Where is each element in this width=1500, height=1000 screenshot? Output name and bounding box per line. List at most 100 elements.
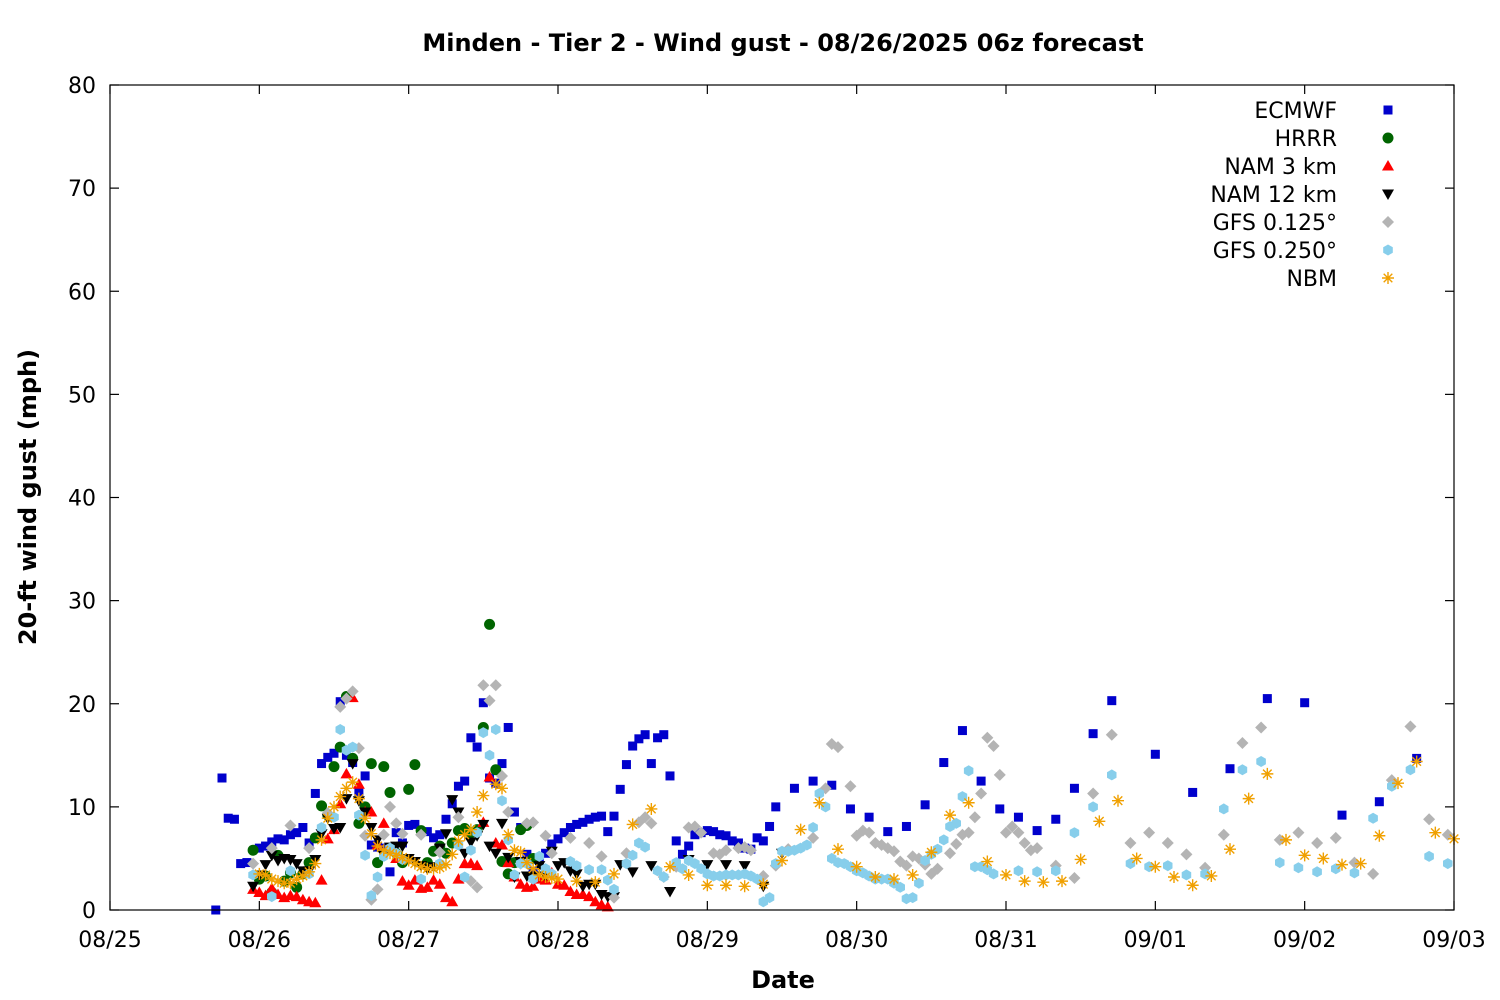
data-point xyxy=(236,859,246,869)
data-point xyxy=(460,776,470,786)
data-point xyxy=(1424,850,1434,862)
data-point xyxy=(372,871,383,883)
data-point xyxy=(509,807,519,817)
series-nbm xyxy=(253,755,1460,893)
data-point xyxy=(690,830,700,840)
data-point xyxy=(1143,826,1156,839)
data-point xyxy=(285,830,295,840)
data-point xyxy=(1329,831,1342,844)
data-point xyxy=(987,740,1000,753)
data-point xyxy=(789,783,799,793)
data-point xyxy=(727,836,737,846)
data-point xyxy=(951,817,961,829)
data-point xyxy=(1144,861,1154,873)
data-point xyxy=(988,868,999,880)
data-point xyxy=(441,814,451,824)
data-point xyxy=(1256,756,1266,767)
data-point xyxy=(334,823,347,834)
data-point xyxy=(920,800,930,810)
data-point xyxy=(1180,848,1193,861)
data-point xyxy=(944,809,956,822)
data-point xyxy=(272,875,284,888)
data-point xyxy=(920,855,930,866)
y-tick-label: 20 xyxy=(68,693,96,718)
data-point xyxy=(415,828,428,841)
data-point xyxy=(564,831,577,844)
data-point xyxy=(496,839,508,850)
data-point xyxy=(1317,852,1330,865)
data-point xyxy=(360,849,370,861)
data-point xyxy=(458,828,471,841)
data-point xyxy=(807,831,820,844)
data-point xyxy=(939,834,949,846)
data-point xyxy=(1275,857,1285,869)
legend-label: NAM 3 km xyxy=(1224,155,1337,180)
data-point xyxy=(1441,828,1454,841)
data-point xyxy=(1130,852,1143,865)
data-point xyxy=(1337,810,1347,820)
data-point xyxy=(584,814,594,824)
data-point xyxy=(925,846,938,859)
data-point xyxy=(522,849,532,859)
data-point xyxy=(1107,696,1117,706)
data-point xyxy=(347,741,358,753)
data-point xyxy=(653,733,663,743)
data-point xyxy=(963,765,974,777)
data-point xyxy=(317,759,327,769)
data-point xyxy=(547,839,557,849)
data-point xyxy=(384,847,396,860)
data-point xyxy=(489,679,502,692)
data-point xyxy=(433,878,446,889)
data-point xyxy=(242,858,252,868)
data-point xyxy=(1293,862,1304,874)
data-point xyxy=(1161,836,1174,849)
legend-label: NAM 12 km xyxy=(1210,183,1337,208)
data-point xyxy=(814,788,825,799)
data-point xyxy=(813,796,826,809)
data-point xyxy=(452,834,465,847)
data-point xyxy=(720,844,732,857)
legend-marker xyxy=(1383,105,1393,115)
data-point xyxy=(539,829,552,842)
data-point xyxy=(371,840,384,853)
data-point xyxy=(267,837,277,847)
legend-label: NBM xyxy=(1286,267,1337,292)
data-point xyxy=(316,800,328,812)
data-point xyxy=(502,852,515,864)
data-point xyxy=(1107,769,1117,781)
data-point xyxy=(385,867,395,877)
data-point xyxy=(558,879,571,890)
y-tick-label: 50 xyxy=(68,383,96,408)
data-point xyxy=(1298,849,1311,862)
data-point xyxy=(1373,829,1386,842)
data-point xyxy=(471,881,484,894)
data-point xyxy=(671,836,681,846)
data-point xyxy=(659,871,669,883)
data-point xyxy=(627,849,638,861)
data-point xyxy=(962,826,975,839)
data-point xyxy=(229,814,239,824)
data-point xyxy=(1368,812,1378,824)
data-point xyxy=(477,819,490,831)
data-point xyxy=(396,875,409,886)
data-point xyxy=(396,851,409,864)
data-point xyxy=(950,838,963,850)
data-point xyxy=(1051,814,1061,824)
data-point xyxy=(721,831,731,841)
data-point xyxy=(1262,694,1272,704)
data-point xyxy=(396,827,409,840)
data-point xyxy=(1311,836,1324,849)
data-point xyxy=(1013,812,1023,822)
data-point xyxy=(645,861,658,872)
data-point xyxy=(335,724,345,735)
data-point xyxy=(541,848,551,858)
data-point xyxy=(1181,869,1192,881)
data-point xyxy=(427,874,440,885)
data-point xyxy=(365,827,378,840)
data-point xyxy=(1168,871,1180,883)
data-point xyxy=(1093,815,1106,828)
data-point xyxy=(640,841,650,853)
data-point xyxy=(452,873,465,884)
data-point xyxy=(559,828,569,838)
data-point xyxy=(329,748,339,758)
